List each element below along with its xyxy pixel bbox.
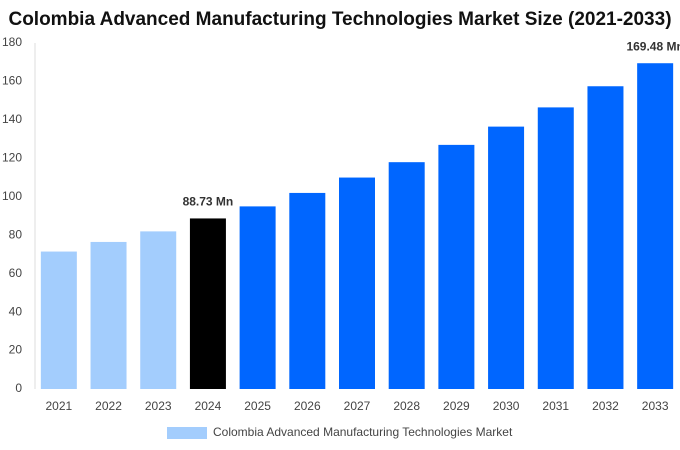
y-tick-label: 160 [2,74,22,88]
x-tick-label: 2027 [344,399,371,413]
bar [40,251,77,389]
legend-label: Colombia Advanced Manufacturing Technolo… [213,425,513,439]
bar [140,231,177,389]
y-tick-label: 140 [2,112,22,126]
x-tick-label: 2026 [294,399,321,413]
bar [537,107,574,390]
x-tick-label: 2029 [443,399,470,413]
y-tick-label: 120 [2,151,22,165]
x-tick-label: 2031 [542,399,569,413]
y-tick-label: 20 [9,343,23,357]
y-tick-label: 180 [2,35,22,49]
bar [189,218,226,389]
x-tick-label: 2023 [145,399,172,413]
value-label: 169.48 Mn [626,39,680,53]
bar [438,144,475,389]
x-tick-label: 2022 [95,399,122,413]
legend-swatch [167,427,207,439]
bar [339,177,375,389]
x-tick-label: 2024 [195,399,222,413]
y-tick-label: 100 [2,189,22,203]
bar [388,162,425,389]
x-tick-label: 2030 [493,399,520,413]
y-tick-label: 60 [9,266,23,280]
bar [488,126,525,389]
x-tick-label: 2025 [244,399,271,413]
chart-title: Colombia Advanced Manufacturing Technolo… [8,9,671,30]
y-tick-label: 0 [15,381,22,395]
y-tick-label: 80 [9,227,23,241]
x-tick-label: 2033 [642,399,669,413]
bar [239,206,276,389]
x-tick-label: 2032 [592,399,619,413]
bar [637,63,674,390]
y-tick-label: 40 [9,304,23,318]
bar [289,192,326,389]
x-tick-label: 2021 [45,399,72,413]
value-label: 88.73 Mn [183,195,234,209]
x-tick-label: 2028 [393,399,420,413]
bar [90,241,127,389]
bar [587,86,624,389]
